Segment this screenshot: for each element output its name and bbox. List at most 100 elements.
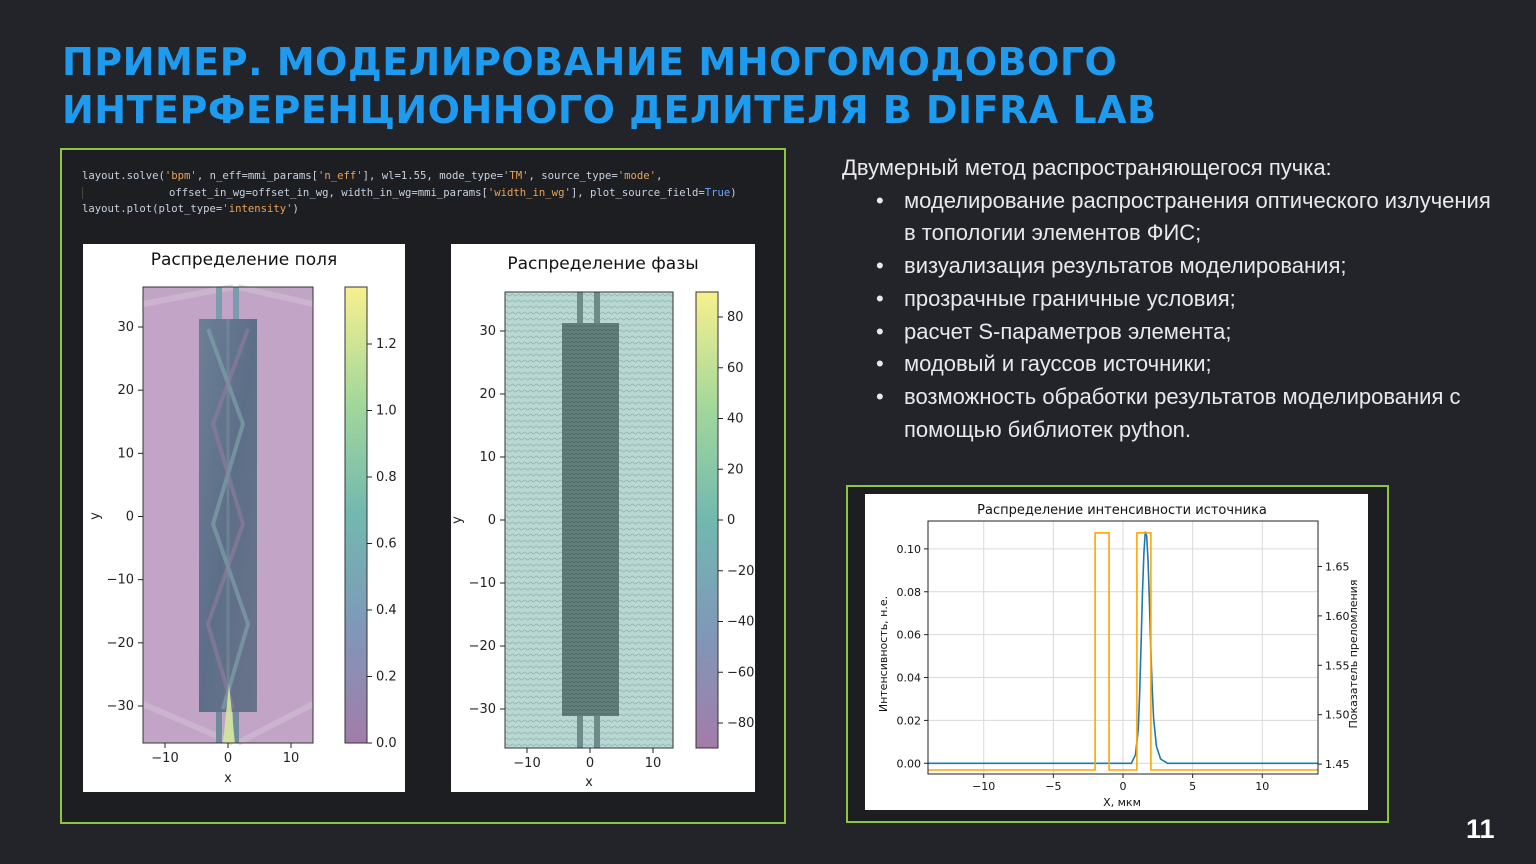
- chart-y2tick-label: 1.55: [1325, 659, 1350, 672]
- phase-colorbar: [695, 291, 719, 749]
- phase-cbar-tick-label: −60: [727, 665, 754, 680]
- field-input-waveguide-left: [216, 287, 222, 319]
- feature-item: возможность обработки результатов модели…: [876, 381, 1492, 446]
- code-line-1: layout.solve('bpm', n_eff=mmi_params['n_…: [82, 170, 663, 182]
- field-ytick-tick-label: 30: [117, 320, 134, 335]
- field-ytick-tick-label: −30: [107, 699, 134, 714]
- chart-ytick-label: 0.10: [897, 543, 922, 556]
- field-ytick-tick-label: 10: [117, 446, 134, 461]
- field-xtick-tick-label: 0: [224, 751, 232, 766]
- slide-title-line-1: ПРИМЕР. МОДЕЛИРОВАНИЕ МНОГОМОДОВОГО: [62, 40, 1118, 84]
- phase-input-waveguide-left: [577, 292, 583, 323]
- chart-xtick-label: 5: [1189, 780, 1196, 793]
- field-xtick-tick-label: 10: [283, 751, 300, 766]
- field-xlabel: x: [224, 771, 232, 786]
- slide-title-line-2: ИНТЕРФЕРЕНЦИОННОГО ДЕЛИТЕЛЯ В DIFRA LAB: [62, 88, 1157, 132]
- field-xtick-tick-label: −10: [151, 751, 178, 766]
- method-heading: Двумерный метод распространяющегося пучк…: [842, 155, 1332, 180]
- code-snippet: layout.solve('bpm', n_eff=mmi_params['n_…: [82, 168, 772, 218]
- field-input-waveguide-right: [233, 287, 239, 319]
- feature-item: моделирование распространения оптическог…: [876, 185, 1492, 250]
- phase-ytick-tick-label: 20: [479, 387, 496, 402]
- chart-ytick-label: 0.00: [897, 757, 922, 770]
- feature-item: прозрачные граничные условия;: [876, 283, 1492, 316]
- phase-ytick-tick-label: 10: [479, 450, 496, 465]
- field-output-waveguide-right: [233, 712, 239, 743]
- chart-title: Распределение интенсивности источника: [977, 503, 1267, 518]
- field-ytick-tick-label: 0: [126, 510, 134, 525]
- phase-ytick-tick-label: −30: [469, 702, 496, 717]
- phase-output-waveguide-right: [594, 716, 600, 748]
- field-cbar-tick-label: 0.2: [376, 670, 397, 685]
- phase-cbar-tick-label: 0: [727, 513, 735, 528]
- code-line-3: layout.plot(plot_type='intensity'): [82, 203, 299, 215]
- intensity-line: [928, 531, 1318, 765]
- chart-xtick-label: 0: [1120, 780, 1127, 793]
- chart-y2tick-label: 1.65: [1325, 560, 1350, 573]
- chart-ytick-label: 0.08: [897, 586, 922, 599]
- phase-plot-svg: 30 20 10 0 −10 −20 −30 −10 0 10 x y 80 60 40 20 0 −20…: [451, 291, 754, 790]
- field-ytick-tick-label: −20: [107, 636, 134, 651]
- phase-cbar-tick-label: 20: [727, 462, 744, 477]
- field-ytick-tick-label: 20: [117, 383, 134, 398]
- chart-ytick-label: 0.04: [897, 672, 922, 685]
- chart-xtick-label: 10: [1255, 780, 1269, 793]
- field-distribution-plot: Распределение поля: [83, 244, 405, 792]
- chart-xtick-label: −10: [972, 780, 995, 793]
- source-intensity-chart: Распределение интенсивности источника X,…: [865, 494, 1368, 810]
- field-output-waveguide-left: [216, 712, 222, 743]
- phase-ytick-tick-label: 0: [488, 513, 496, 528]
- phase-cbar-tick-label: 60: [727, 361, 744, 376]
- field-plot-title: Распределение поля: [150, 250, 338, 270]
- page-number: 11: [1466, 814, 1495, 844]
- phase-xtick-tick-label: −10: [513, 756, 540, 771]
- phase-cbar-tick-label: 80: [727, 310, 744, 325]
- chart-y2label: Показатель преломления: [1347, 580, 1360, 729]
- chart-y2tick-label: 1.60: [1325, 610, 1350, 623]
- phase-output-waveguide-left: [577, 716, 583, 748]
- phase-xtick-tick-label: 0: [586, 756, 594, 771]
- field-cbar-tick-label: 0.0: [376, 736, 397, 751]
- feature-item: модовый и гауссов источники;: [876, 348, 1492, 381]
- feature-list: моделирование распространения оптическог…: [842, 185, 1492, 447]
- chart-ylabel: Интенсивность, н.е.: [877, 596, 890, 712]
- chart-y2tick-label: 1.45: [1325, 758, 1350, 771]
- phase-cbar-tick-label: 40: [727, 412, 744, 427]
- phase-cbar-tick-label: −80: [727, 716, 754, 731]
- feature-item: визуализация результатов моделирования;: [876, 250, 1492, 283]
- phase-plot-title: Распределение фазы: [507, 254, 699, 274]
- phase-ytick-tick-label: 30: [479, 324, 496, 339]
- phase-cbar-tick-label: −20: [727, 564, 754, 579]
- phase-input-waveguide-right: [594, 292, 600, 323]
- phase-ytick-tick-label: −10: [469, 576, 496, 591]
- chart-ytick-label: 0.06: [897, 629, 922, 642]
- field-ytick-tick-label: −10: [107, 573, 134, 588]
- chart-frame: [927, 520, 1319, 775]
- field-cbar-tick-label: 0.4: [376, 603, 397, 618]
- field-plot-svg: 30 20 10 0 −10 −20 −30 −10 0 10 x y 1.2 1.0 0.8 0.6…: [88, 284, 397, 786]
- field-colorbar: [344, 286, 368, 744]
- method-description: Двумерный метод распространяющегося пучк…: [842, 152, 1492, 446]
- phase-cbar-tick-label: −40: [727, 615, 754, 630]
- chart-xlabel: X, мкм: [1103, 796, 1141, 809]
- field-cbar-tick-label: 0.6: [376, 537, 397, 552]
- chart-xtick-label: −5: [1045, 780, 1061, 793]
- refractive-index-line: [928, 532, 1318, 771]
- feature-item: расчет S-параметров элемента;: [876, 316, 1492, 349]
- phase-xtick-tick-label: 10: [645, 756, 662, 771]
- field-ylabel: y: [88, 512, 103, 520]
- field-cbar-tick-label: 1.0: [376, 404, 397, 419]
- field-cbar-tick-label: 0.8: [376, 470, 397, 485]
- phase-ylabel: y: [451, 516, 465, 524]
- phase-mmi-core: [562, 323, 619, 716]
- chart-ytick-label: 0.02: [897, 714, 922, 727]
- phase-ytick-tick-label: −20: [469, 639, 496, 654]
- slide-title: ПРИМЕР. МОДЕЛИРОВАНИЕ МНОГОМОДОВОГО ИНТЕ…: [62, 38, 1462, 134]
- phase-distribution-plot: Распределение фазы 30 20 1: [451, 244, 755, 792]
- code-line-2: offset_in_wg=offset_in_wg, width_in_wg=m…: [82, 186, 737, 199]
- phase-xlabel: x: [585, 775, 593, 790]
- field-focus-spot: [223, 684, 235, 743]
- source-chart-svg: Распределение интенсивности источника X,…: [877, 503, 1360, 809]
- chart-y2tick-label: 1.50: [1325, 709, 1350, 722]
- field-cbar-tick-label: 1.2: [376, 337, 397, 352]
